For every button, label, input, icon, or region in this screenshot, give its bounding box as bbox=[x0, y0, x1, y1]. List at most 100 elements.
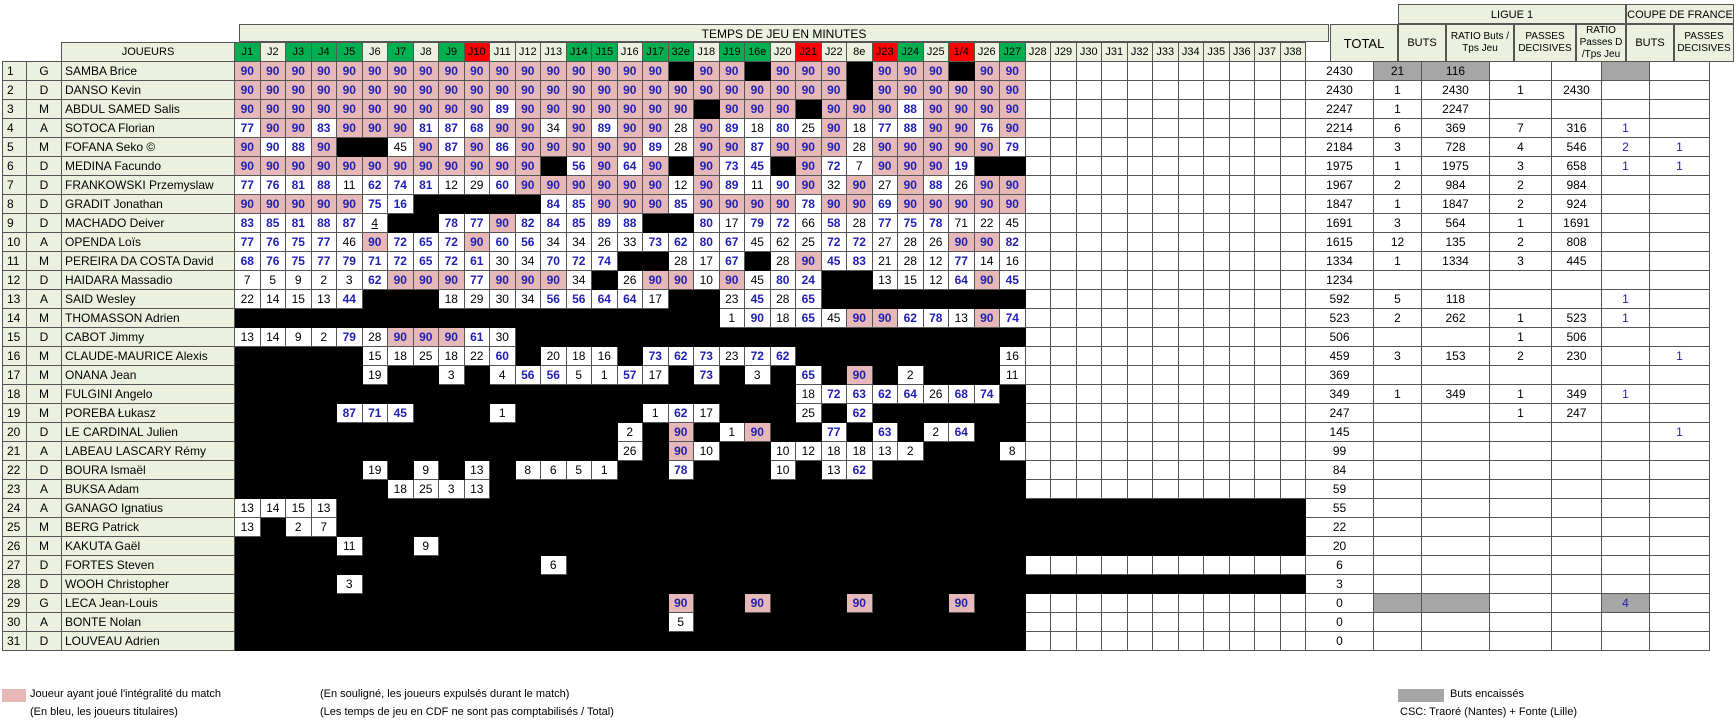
minutes-cell: 90 bbox=[667, 99, 694, 119]
minutes-cell: 90 bbox=[463, 99, 490, 119]
minutes-cell: 12 bbox=[795, 441, 822, 461]
minutes-cell bbox=[616, 384, 643, 404]
minutes-cell bbox=[846, 631, 873, 651]
minutes-cell bbox=[1254, 175, 1281, 195]
minutes-cell: 77 bbox=[234, 232, 261, 252]
minutes-cell bbox=[1228, 270, 1255, 290]
minutes-cell: 90 bbox=[642, 118, 669, 138]
spacer-cell bbox=[464, 24, 490, 43]
minutes-cell: 83 bbox=[234, 213, 261, 233]
minutes-cell bbox=[514, 327, 541, 347]
minutes-cell: 7 bbox=[846, 156, 873, 176]
player-name: BONTE Nolan bbox=[61, 612, 235, 632]
minutes-cell bbox=[820, 498, 847, 518]
minutes-cell bbox=[259, 593, 286, 613]
minutes-cell: 90 bbox=[973, 61, 1000, 81]
buts-cell: 3 bbox=[1373, 137, 1422, 157]
minutes-cell bbox=[489, 422, 516, 442]
player-row: 6 D MEDINA Facundo 90 90 90 90 90 90 90 90 90 90 90 90… bbox=[2, 156, 1710, 176]
minutes-cell bbox=[1152, 422, 1179, 442]
minutes-cell bbox=[1228, 422, 1255, 442]
spacer-cell bbox=[949, 24, 975, 43]
minutes-cell bbox=[769, 498, 796, 518]
minutes-cell bbox=[1101, 365, 1128, 385]
minutes-cell bbox=[336, 498, 363, 518]
cdf-passes-cell bbox=[1649, 517, 1710, 537]
minutes-cell: 13 bbox=[463, 479, 490, 499]
ratio-cell bbox=[1421, 441, 1490, 461]
minutes-cell: 90 bbox=[438, 156, 465, 176]
minutes-cell: 90 bbox=[948, 137, 975, 157]
minutes-cell bbox=[1254, 403, 1281, 423]
minutes-cell: 2 bbox=[897, 441, 924, 461]
minutes-cell: 62 bbox=[769, 346, 796, 366]
minutes-cell: 78 bbox=[922, 308, 949, 328]
minutes-cell: 90 bbox=[412, 99, 439, 119]
minutes-cell bbox=[1254, 574, 1281, 594]
minutes-cell: 25 bbox=[412, 346, 439, 366]
player-total: 2430 bbox=[1305, 61, 1374, 81]
minutes-cell bbox=[846, 555, 873, 575]
player-total: 0 bbox=[1305, 593, 1374, 613]
minutes-cell: 90 bbox=[361, 80, 388, 100]
player-total: 459 bbox=[1305, 346, 1374, 366]
player-row: 4 A SOTOCA Florian 77 90 90 83 90 90 90 81 87 68 90 90… bbox=[2, 118, 1710, 138]
minutes-cell bbox=[540, 422, 567, 442]
minutes-cell: 13 bbox=[234, 517, 261, 537]
player-row: 15 D CABOT Jimmy 13 14 9 2 79 28 90 90 90 61 30 506 1 50… bbox=[2, 327, 1710, 347]
minutes-cell bbox=[285, 555, 312, 575]
minutes-cell bbox=[1024, 137, 1051, 157]
minutes-cell: 28 bbox=[667, 251, 694, 271]
minutes-cell bbox=[616, 498, 643, 518]
player-row: 25 M BERG Patrick 13 2 7 22 bbox=[2, 517, 1710, 537]
spacer-cell bbox=[1552, 24, 1602, 43]
minutes-cell: 26 bbox=[922, 384, 949, 404]
minutes-cell bbox=[234, 555, 261, 575]
minutes-cell bbox=[591, 517, 618, 537]
minutes-cell bbox=[1126, 346, 1153, 366]
player-total: 523 bbox=[1305, 308, 1374, 328]
minutes-cell: 90 bbox=[489, 80, 516, 100]
ratio-cell bbox=[1421, 574, 1490, 594]
minutes-cell bbox=[718, 365, 745, 385]
minutes-cell bbox=[285, 479, 312, 499]
spacer-cell bbox=[617, 24, 643, 43]
minutes-cell: 62 bbox=[667, 232, 694, 252]
minutes-cell bbox=[1254, 213, 1281, 233]
minutes-cell bbox=[1075, 137, 1102, 157]
player-name: FORTES Steven bbox=[61, 555, 235, 575]
minutes-cell bbox=[1075, 631, 1102, 651]
minutes-cell: 90 bbox=[693, 80, 720, 100]
passes-cell: 7 bbox=[1489, 118, 1552, 138]
minutes-cell bbox=[1254, 365, 1281, 385]
player-total: 99 bbox=[1305, 441, 1374, 461]
matchday-label: J16 bbox=[616, 42, 643, 62]
spacer-cell bbox=[770, 24, 796, 43]
minutes-cell: 13 bbox=[310, 289, 337, 309]
minutes-cell bbox=[234, 384, 261, 404]
minutes-cell: 1 bbox=[591, 365, 618, 385]
minutes-cell: 75 bbox=[285, 232, 312, 252]
minutes-cell bbox=[948, 631, 975, 651]
cdf-passes-cell bbox=[1649, 574, 1710, 594]
minutes-cell: 90 bbox=[769, 99, 796, 119]
minutes-cell bbox=[310, 422, 337, 442]
player-name: THOMASSON Adrien bbox=[61, 308, 235, 328]
minutes-cell bbox=[846, 327, 873, 347]
minutes-cell: 90 bbox=[999, 99, 1026, 119]
minutes-cell: 90 bbox=[922, 137, 949, 157]
minutes-cell bbox=[1254, 137, 1281, 157]
player-number: 4 bbox=[2, 118, 27, 138]
minutes-cell bbox=[1203, 631, 1230, 651]
minutes-cell bbox=[769, 327, 796, 347]
minutes-cell bbox=[897, 289, 924, 309]
buts-cell bbox=[1373, 612, 1422, 632]
minutes-cell bbox=[718, 460, 745, 480]
minutes-cell: 73 bbox=[718, 156, 745, 176]
minutes-cell bbox=[1203, 213, 1230, 233]
minutes-cell bbox=[463, 612, 490, 632]
minutes-cell bbox=[1228, 631, 1255, 651]
minutes-cell bbox=[514, 517, 541, 537]
player-total: 506 bbox=[1305, 327, 1374, 347]
minutes-cell bbox=[897, 593, 924, 613]
